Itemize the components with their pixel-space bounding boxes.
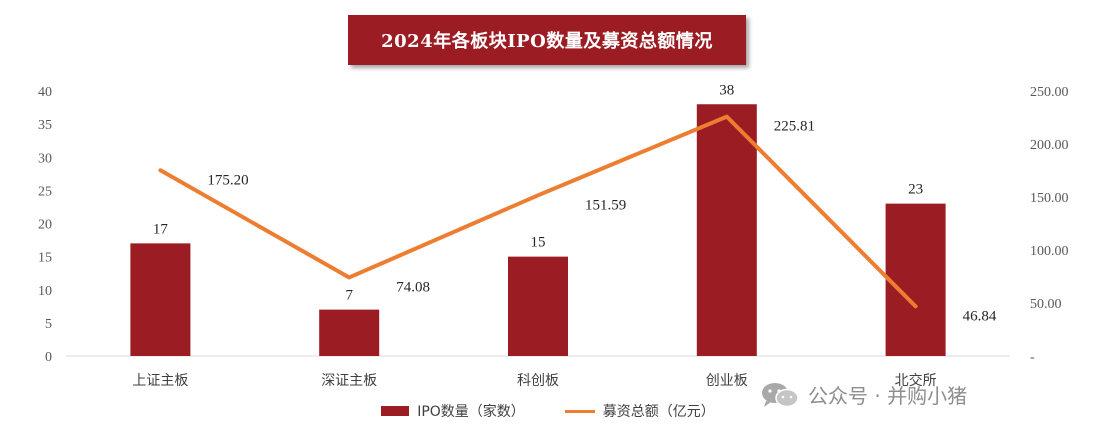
line-point [536, 193, 540, 197]
line-data-label: 151.59 [585, 197, 626, 213]
line-point [914, 304, 918, 308]
legend-item-ipo-count: IPO数量（家数） [381, 401, 525, 421]
legend-label-line: 募资总额（亿元） [602, 404, 715, 420]
y-right-tick-label: 250.00 [1030, 85, 1069, 100]
y-left-tick-label: 40 [38, 85, 52, 100]
x-category-label: 创业板 [706, 373, 748, 389]
bar-data-label: 23 [908, 182, 923, 198]
y-right-tick-label: 200.00 [1030, 138, 1069, 153]
line-data-label: 225.81 [774, 119, 815, 135]
y-right-tick-label: 100.00 [1030, 244, 1069, 259]
y-left-tick-label: 25 [38, 184, 52, 199]
x-category-label: 北交所 [895, 372, 937, 389]
bar [319, 309, 380, 356]
line-point [725, 115, 729, 119]
y-left-tick-label: 0 [45, 350, 52, 365]
legend: IPO数量（家数） 募资总额（亿元） [0, 400, 1096, 422]
x-category-label: 上证主板 [132, 373, 188, 389]
bar-data-label: 15 [531, 235, 546, 251]
bar [130, 243, 191, 356]
y-left-tick-label: 15 [38, 251, 52, 266]
y-left-tick-label: 30 [38, 151, 52, 166]
y-left-tick-label: 35 [38, 118, 52, 133]
y-right-tick-label: 150.00 [1030, 191, 1069, 206]
legend-item-fundraising: 募资总额（亿元） [564, 401, 715, 421]
x-category-label: 深证主板 [321, 373, 377, 389]
bar [696, 104, 757, 356]
legend-label-bar: IPO数量（家数） [417, 404, 525, 420]
line-data-label: 74.08 [396, 279, 430, 295]
x-category-label: 科创板 [517, 373, 559, 389]
line-data-label: 175.20 [207, 172, 248, 188]
legend-swatch-line [564, 409, 595, 413]
wechat-icon [760, 381, 800, 409]
line-data-label: 46.84 [963, 308, 997, 324]
bar-data-label: 38 [719, 82, 734, 98]
y-left-tick-label: 10 [38, 284, 52, 299]
chart-title: 2024年各板块IPO数量及募资总额情况 [348, 15, 746, 65]
y-left-tick-label: 20 [38, 218, 52, 233]
bar-data-label: 17 [153, 221, 169, 237]
bar-data-label: 7 [345, 288, 353, 304]
bar [885, 203, 946, 356]
watermark-text: 公众号 · 并购小猪 [808, 384, 968, 408]
watermark: 公众号 · 并购小猪 [760, 380, 967, 409]
line-point [347, 275, 351, 279]
line-point [158, 168, 162, 172]
bar [508, 256, 568, 356]
y-right-tick-label: - [1030, 350, 1035, 365]
y-right-tick-label: 50.00 [1030, 297, 1062, 312]
y-left-tick-label: 5 [45, 317, 52, 332]
legend-swatch-bar [381, 406, 410, 416]
